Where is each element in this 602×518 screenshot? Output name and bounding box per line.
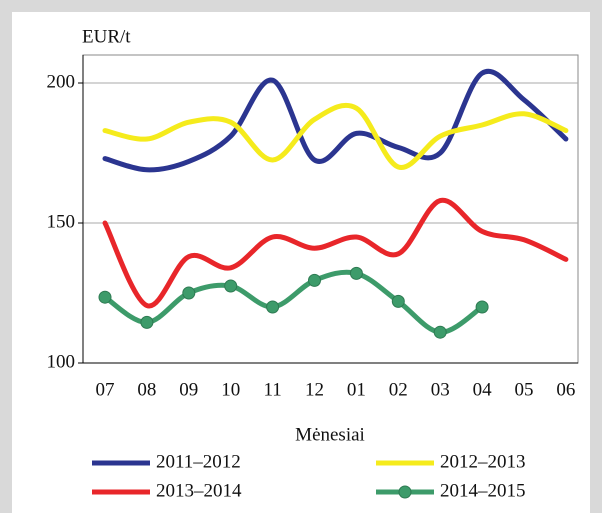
point-marker bbox=[182, 286, 196, 300]
x-tick-label: 05 bbox=[515, 379, 534, 400]
series-line bbox=[102, 102, 569, 170]
panel bbox=[12, 12, 590, 513]
y-tick-label: 150 bbox=[47, 211, 76, 232]
series-line bbox=[102, 68, 569, 173]
x-tick-label: 07 bbox=[96, 379, 115, 400]
x-tick-label: 06 bbox=[556, 379, 575, 400]
y-tick-label: 200 bbox=[47, 71, 76, 92]
point-marker bbox=[224, 279, 238, 293]
point-marker bbox=[98, 290, 112, 304]
x-tick-label: 08 bbox=[137, 379, 156, 400]
series-line bbox=[102, 198, 569, 309]
point-marker bbox=[433, 325, 447, 339]
legend-marker bbox=[398, 485, 412, 499]
x-tick-label: 01 bbox=[347, 379, 366, 400]
x-tick-label: 09 bbox=[179, 379, 198, 400]
point-marker bbox=[266, 300, 280, 314]
point-marker bbox=[308, 273, 321, 287]
x-tick-label: 10 bbox=[221, 379, 240, 400]
legend-label: 2014–2015 bbox=[440, 480, 526, 501]
y-axis-label: EUR/t bbox=[82, 26, 131, 47]
x-tick-label: 11 bbox=[263, 379, 281, 400]
point-marker bbox=[140, 315, 154, 329]
x-axis-label: Mėnesiai bbox=[295, 424, 365, 445]
x-tick-label: 12 bbox=[305, 379, 324, 400]
legend-label: 2013–2014 bbox=[156, 480, 242, 501]
point-marker bbox=[475, 300, 489, 314]
legend-label: 2011–2012 bbox=[156, 451, 241, 472]
legend-label: 2012–2013 bbox=[440, 451, 526, 472]
x-tick-label: 02 bbox=[389, 379, 408, 400]
point-marker bbox=[391, 294, 405, 308]
series-line bbox=[102, 269, 485, 335]
x-tick-label: 04 bbox=[473, 379, 493, 400]
y-tick-label: 100 bbox=[47, 351, 76, 372]
x-tick-label: 03 bbox=[431, 379, 450, 400]
point-marker bbox=[349, 266, 363, 280]
